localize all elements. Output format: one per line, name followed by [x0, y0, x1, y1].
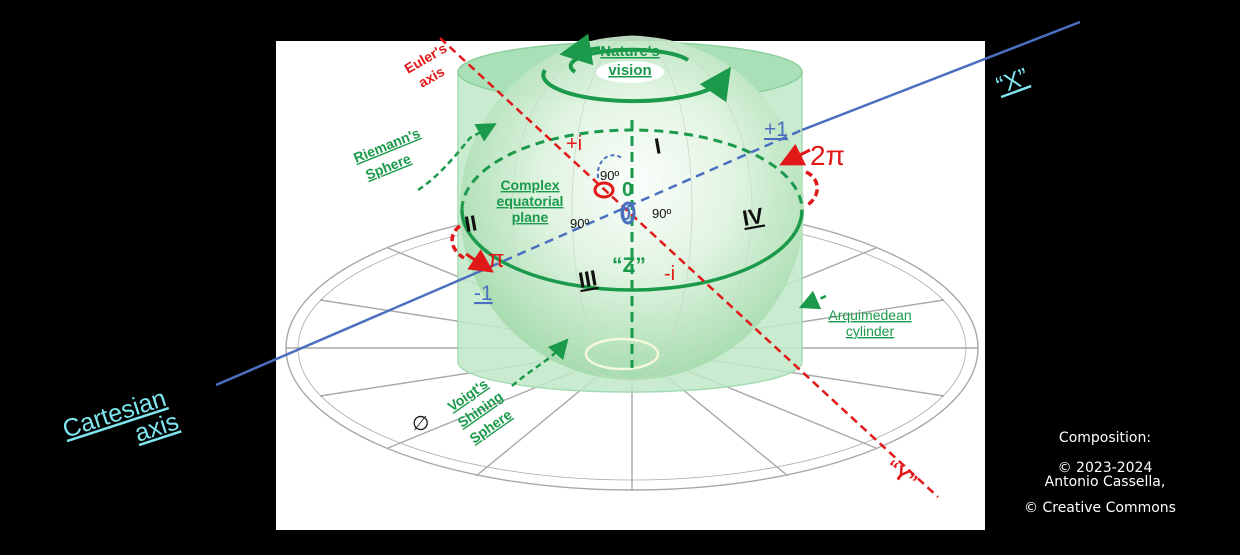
cartesian-axis-left [215, 265, 491, 387]
cartesian-axis-inside [489, 128, 803, 269]
minus-i-label: -i [664, 263, 675, 285]
complex-plane-label-line2: equatorial [497, 193, 564, 209]
angle-right-label: 90º [652, 206, 671, 221]
voigt-shining-circle [584, 337, 660, 371]
arquimedean-label-line2: cylinder [846, 323, 895, 339]
riemann-pointer [417, 123, 497, 192]
plus-one-label: +1 [764, 118, 788, 141]
author-name: Antonio Cassella, [1044, 474, 1166, 490]
right-angle-arc [596, 154, 623, 179]
z-axis-label: “Z” [612, 254, 646, 277]
complex-plane-label-line1: Complex [500, 177, 559, 193]
meridian [511, 35, 753, 381]
swirl-arrow-left [559, 33, 601, 66]
two-pi-arrow [779, 143, 811, 166]
origin-blue-marker [620, 201, 636, 225]
nature-vision-swirl [541, 33, 732, 104]
minus-one-label: -1 [474, 282, 493, 305]
angle-left-label: 90º [570, 216, 589, 231]
empty-set-symbol: ∅ [412, 413, 429, 435]
pointer-arrows [417, 123, 827, 387]
two-pi-arc [804, 170, 819, 208]
two-pi-label: 2π [810, 140, 845, 171]
quadrant-1-label: I [653, 133, 663, 159]
quadrant-2-label: II [463, 210, 479, 237]
zero-blue-label: 0 [621, 204, 631, 224]
angle-top-label: 90º [600, 168, 619, 183]
arquimedean-label-line1: Arquimedean [828, 307, 911, 323]
arquimedean-pointer [798, 290, 827, 310]
pi-label: π [488, 246, 505, 273]
pi-arc [450, 224, 465, 260]
nature-vision-label-line2: vision [608, 62, 651, 79]
plus-i-label: +i [566, 133, 582, 155]
quadrant-3-label: III [577, 265, 599, 293]
origin-red-marker [593, 181, 615, 199]
sphere-meridians [511, 35, 753, 381]
zero-green-label: 0 [622, 179, 633, 201]
cartesian-axis-right [801, 20, 1081, 132]
complex-plane-label-line3: plane [512, 209, 549, 225]
pi-arrow [465, 249, 494, 273]
swirl-outer [541, 66, 732, 104]
nature-vision-label-line1: Nature's [600, 43, 659, 60]
copyright-years: © 2023-2024 [1057, 460, 1153, 476]
quadrant-4-label: IV [741, 203, 766, 231]
license-label: © Creative Commons [1024, 500, 1176, 516]
euler-axis [439, 37, 939, 498]
nature-vision-hole [596, 61, 664, 83]
voigt-pointer [511, 338, 569, 387]
composition-label: Composition: [1058, 430, 1152, 446]
